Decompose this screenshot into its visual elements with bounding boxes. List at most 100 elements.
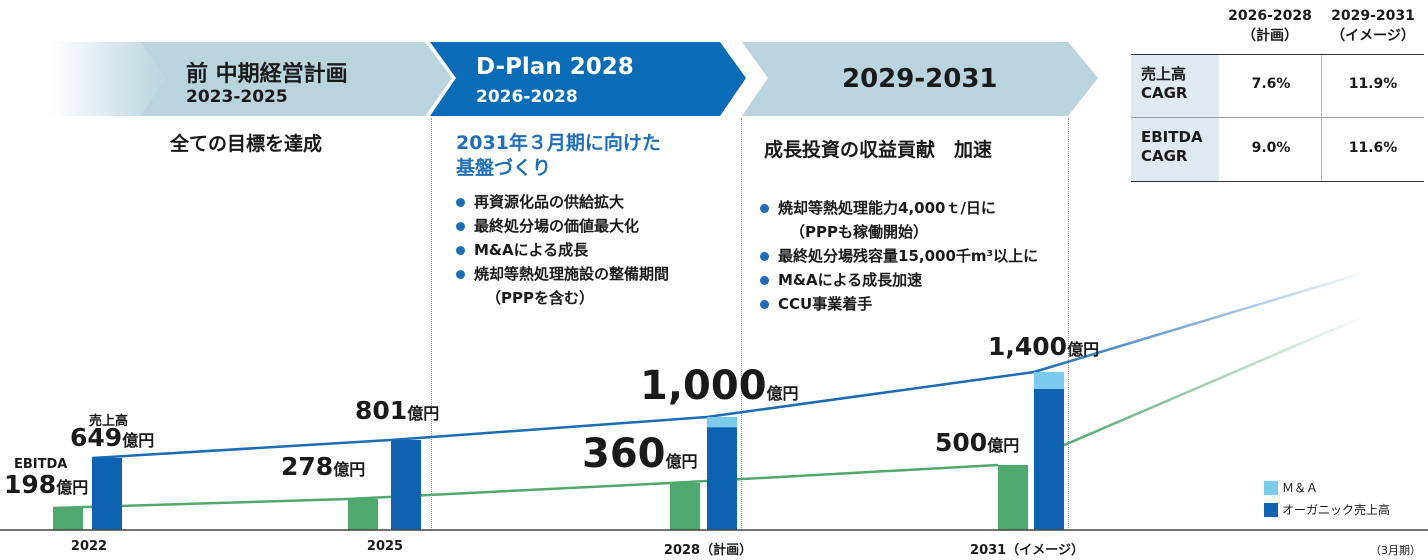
bullet-item: 焼却等熱処理施設の整備期間 [456,262,669,286]
bullet-item: M&Aによる成長 [456,238,669,262]
bullet-item: 焼却等熱処理能力4,000ｔ/日に [760,196,1038,220]
phase1-period: 2023-2025 [186,87,288,107]
unit-text: 億円 [766,384,799,403]
sales-label-2031: 1,400億円 [988,332,1099,361]
ebitda-trend-extension [1061,316,1361,448]
bullet-item: 最終処分場残容量15,000千m³以上に [760,244,1038,268]
legend-swatch-ma [1264,481,1278,495]
cagr-col2-header: 2029-2031 （イメージ） [1322,6,1424,46]
value-text: 649 [70,423,123,452]
cagr-col-divider [1321,55,1322,181]
ebitda-bar [53,508,83,530]
organic-sales-bar [707,427,737,530]
sales-label-2022: 649億円 [70,423,154,452]
cagr-col2-sub: （イメージ） [1331,28,1415,44]
cagr-row-ebitda: EBITDA CAGR 9.0% 11.6% [1131,118,1424,181]
organic-sales-bar [1034,388,1064,530]
phase2-heading: 2031年３月期に向けた 基盤づくり [456,132,661,179]
period-note: （3月期） [1370,544,1421,557]
cagr-row-sales: 売上高 CAGR 7.6% 11.9% [1131,55,1424,118]
bullet-item: 最終処分場の価値最大化 [456,214,669,238]
unit-text: 億円 [1067,340,1100,359]
cagr-label-line2: CAGR [1141,147,1188,165]
ebitda-label-2028: 360億円 [582,431,698,477]
value-text: 500 [935,428,988,457]
phase1-heading: 全ての目標を達成 [170,133,323,155]
cagr-table: 売上高 CAGR 7.6% 11.9% EBITDA CAGR 9.0% 11.… [1131,54,1424,182]
cagr-col1-sub: （計画） [1242,28,1298,44]
sales-tag: 売上高 [89,414,129,429]
ebitda-bar [348,499,378,530]
cagr-col1-header: 2026-2028 （計画） [1220,6,1320,46]
legend-item-organic: オーガニック売上高 [1264,499,1390,521]
organic-sales-bar [391,440,421,530]
divider-3 [1068,118,1069,530]
sales-label-2025: 801億円 [355,396,439,425]
sales-trend-line [91,370,1035,460]
sales-label-2028: 1,000億円 [640,363,799,409]
value-text: 801 [355,396,408,425]
cagr-col2-title: 2029-2031 [1331,8,1415,24]
unit-text: 億円 [122,431,155,450]
cagr-value: 11.6% [1348,140,1398,156]
bullet-continuation: （PPPを含む） [486,289,594,307]
cagr-label-line2: CAGR [1141,84,1188,102]
phase2-period: 2026-2028 [476,87,578,107]
ebitda-bar [998,465,1028,530]
phase-arrow-2 [430,42,746,116]
value-text: 360 [582,431,666,477]
phase3-bullets: 焼却等熱処理能力4,000ｔ/日に （PPPも稼働開始） 最終処分場残容量15,… [760,196,1038,316]
legend-swatch-organic [1264,503,1278,517]
phase2-bullets: 再資源化品の供給拡大 最終処分場の価値最大化 M&Aによる成長 焼却等熱処理施設… [456,190,669,310]
cagr-label-line1: EBITDA [1141,128,1203,146]
phase-arrow-1b [140,42,452,116]
ebitda-bar [670,483,700,530]
divider-2 [741,118,742,530]
legend-label-ma: Ｍ＆Ａ [1282,481,1319,495]
ebitda-label-2031: 500億円 [935,428,1019,457]
organic-sales-bar [92,458,122,530]
ebitda-trend-line [52,463,999,510]
cagr-value: 11.9% [1348,76,1398,92]
legend-label-organic: オーガニック売上高 [1282,503,1391,517]
value-text: 198 [4,470,57,499]
unit-text: 億円 [333,460,366,479]
value-text: 278 [281,452,334,481]
x-tick-label: 2031（イメージ） [970,543,1084,558]
value-text: 1,400 [988,332,1068,361]
phase3-heading: 成長投資の収益貢献 加速 [764,139,993,161]
bullet-continuation: （PPPも稼働開始） [790,223,928,241]
bullet-item: CCU事業着手 [760,292,1038,316]
cagr-row-label: 売上高 CAGR [1131,55,1219,117]
cagr-value: 7.6% [1251,76,1291,92]
ebitda-tag: EBITDA [14,457,68,472]
cagr-value: 9.0% [1251,140,1291,156]
unit-text: 億円 [407,404,440,423]
ma-sales-bar [1034,372,1064,389]
divider-1 [431,118,432,530]
bullet-item: M&Aによる成長加速 [760,268,1038,292]
ebitda-label-2022: 198億円 [4,470,88,499]
unit-text: 億円 [56,478,89,497]
ma-sales-bar [707,417,737,428]
phase2-title: D-Plan 2028 [476,54,634,80]
x-tick-label: 2022 [70,539,108,554]
cagr-label-line1: 売上高 [1141,65,1187,83]
value-text: 1,000 [640,363,767,409]
x-tick-label: 2025 [366,539,404,554]
legend-item-ma: Ｍ＆Ａ [1264,477,1390,499]
x-tick-label: 2028（計画） [663,543,753,558]
cagr-col1-title: 2026-2028 [1228,8,1312,24]
phase1-title: 前 中期経営計画 [186,62,348,87]
legend: Ｍ＆Ａ オーガニック売上高 [1264,477,1390,521]
sales-trend-extension [1033,272,1361,374]
phase3-title: 2029-2031 [842,64,998,94]
bullet-item: 再資源化品の供給拡大 [456,190,669,214]
unit-text: 億円 [987,436,1020,455]
phase-arrow-3 [742,42,1098,116]
phase-arrow-1 [50,42,165,116]
unit-text: 億円 [665,452,698,471]
ebitda-label-2025: 278億円 [281,452,365,481]
